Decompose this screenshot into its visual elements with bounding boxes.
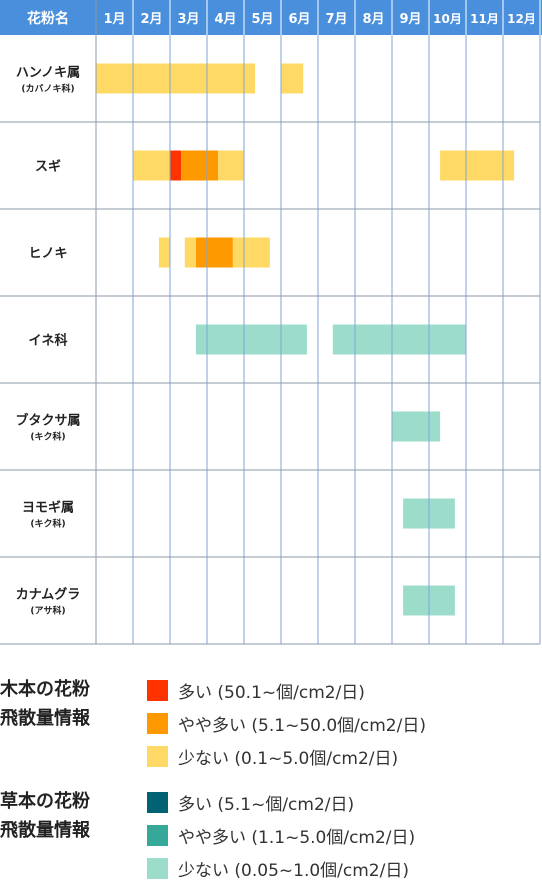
pollen-calendar-chart: 花粉名 1月 2月 3月 4月 5月 6月 7月 8月 9月 10月 11月 12月 ハンノキ属 (カバ… <box>0 0 542 645</box>
month-label: 11月 <box>470 12 499 26</box>
month-label: 3月 <box>177 12 199 27</box>
month-label: 4月 <box>214 12 236 27</box>
swatch-wood-high <box>147 680 168 701</box>
pollen-bar-wood-high <box>170 150 182 181</box>
legend-grass-title: 草本の花粉 飛散量情報 <box>0 791 90 841</box>
row-subname: (アサ科) <box>30 605 65 617</box>
row-name: ブタクサ属 <box>15 413 80 429</box>
legend-wood-items: 多い (50.1~個/cm2/日) やや多い (5.1~50.0個/cm2/日)… <box>147 674 426 773</box>
legend-label: 多い (50.1~個/cm2/日) <box>178 683 365 703</box>
header-label: 花粉名 <box>27 10 69 27</box>
month-label: 12月 <box>507 12 536 26</box>
month-label: 6月 <box>288 12 310 27</box>
month-label: 9月 <box>399 12 421 27</box>
legend-item: やや多い (1.1~5.0個/cm2/日) <box>147 819 415 852</box>
month-labels: 1月 2月 3月 4月 5月 6月 7月 8月 9月 10月 11月 12月 <box>103 12 535 27</box>
pollen-bar-wood-low <box>232 237 270 268</box>
row-name: イネ科 <box>28 333 67 349</box>
swatch-wood-low <box>147 746 168 767</box>
legend-label: 多い (5.1~個/cm2/日) <box>178 795 355 815</box>
pollen-bar-grass-low <box>332 324 466 355</box>
month-label: 5月 <box>251 12 273 27</box>
legend-item: 多い (50.1~個/cm2/日) <box>147 674 426 707</box>
row-name: ハンノキ属 <box>16 66 80 81</box>
pollen-bar-wood-low <box>440 150 515 181</box>
pollen-bar-wood-mid <box>181 150 219 181</box>
row-name: ヨモギ属 <box>22 500 74 516</box>
legend-item: やや多い (5.1~50.0個/cm2/日) <box>147 707 426 740</box>
legend-label: 少ない (0.05~1.0個/cm2/日) <box>178 861 409 881</box>
month-label: 10月 <box>433 12 462 26</box>
legend-wood: 木本の花粉 飛散量情報 多い (50.1~個/cm2/日) やや多い (5.1~… <box>0 674 542 779</box>
pollen-bar-wood-low <box>281 63 304 94</box>
legend-item: 多い (5.1~個/cm2/日) <box>147 786 415 819</box>
legend-grass-items: 多い (5.1~個/cm2/日) やや多い (1.1~5.0個/cm2/日) 少… <box>147 786 415 885</box>
row-subname: (キク科) <box>30 518 65 530</box>
swatch-grass-mid <box>147 825 168 846</box>
grid-lines <box>0 0 541 645</box>
row-subname: (キク科) <box>30 431 65 443</box>
swatch-wood-mid <box>147 713 168 734</box>
swatch-grass-high <box>147 792 168 813</box>
month-label: 2月 <box>140 12 162 27</box>
header-band <box>0 0 542 35</box>
pollen-bar-wood-low <box>96 63 256 94</box>
pollen-bar-wood-mid <box>195 237 233 268</box>
month-label: 8月 <box>362 12 384 27</box>
legend-item: 少ない (0.05~1.0個/cm2/日) <box>147 852 415 885</box>
pollen-bar-wood-low <box>218 150 244 181</box>
legend-item: 少ない (0.1~5.0個/cm2/日) <box>147 740 426 773</box>
pollen-bar-grass-low <box>392 411 441 442</box>
pollen-bar-wood-low <box>133 150 170 181</box>
month-label: 1月 <box>103 12 125 27</box>
pollen-bars <box>96 63 515 616</box>
month-label: 7月 <box>325 12 347 27</box>
pollen-bar-wood-low <box>184 237 196 268</box>
pollen-bar-grass-low <box>195 324 307 355</box>
row-name: カナムグラ <box>16 587 81 603</box>
legend-grass: 草本の花粉 飛散量情報 多い (5.1~個/cm2/日) やや多い (1.1~5… <box>0 786 542 891</box>
pollen-bar-wood-low <box>158 237 170 268</box>
row-subname: (カバノキ科) <box>21 83 74 95</box>
legend-wood-title: 木本の花粉 飛散量情報 <box>0 679 90 729</box>
legend-label: 少ない (0.1~5.0個/cm2/日) <box>178 749 399 769</box>
row-name: ヒノキ <box>28 247 67 262</box>
swatch-grass-low <box>147 858 168 879</box>
legend-label: やや多い (5.1~50.0個/cm2/日) <box>178 716 426 736</box>
legend-label: やや多い (1.1~5.0個/cm2/日) <box>178 828 416 848</box>
row-name: スギ <box>35 159 61 175</box>
